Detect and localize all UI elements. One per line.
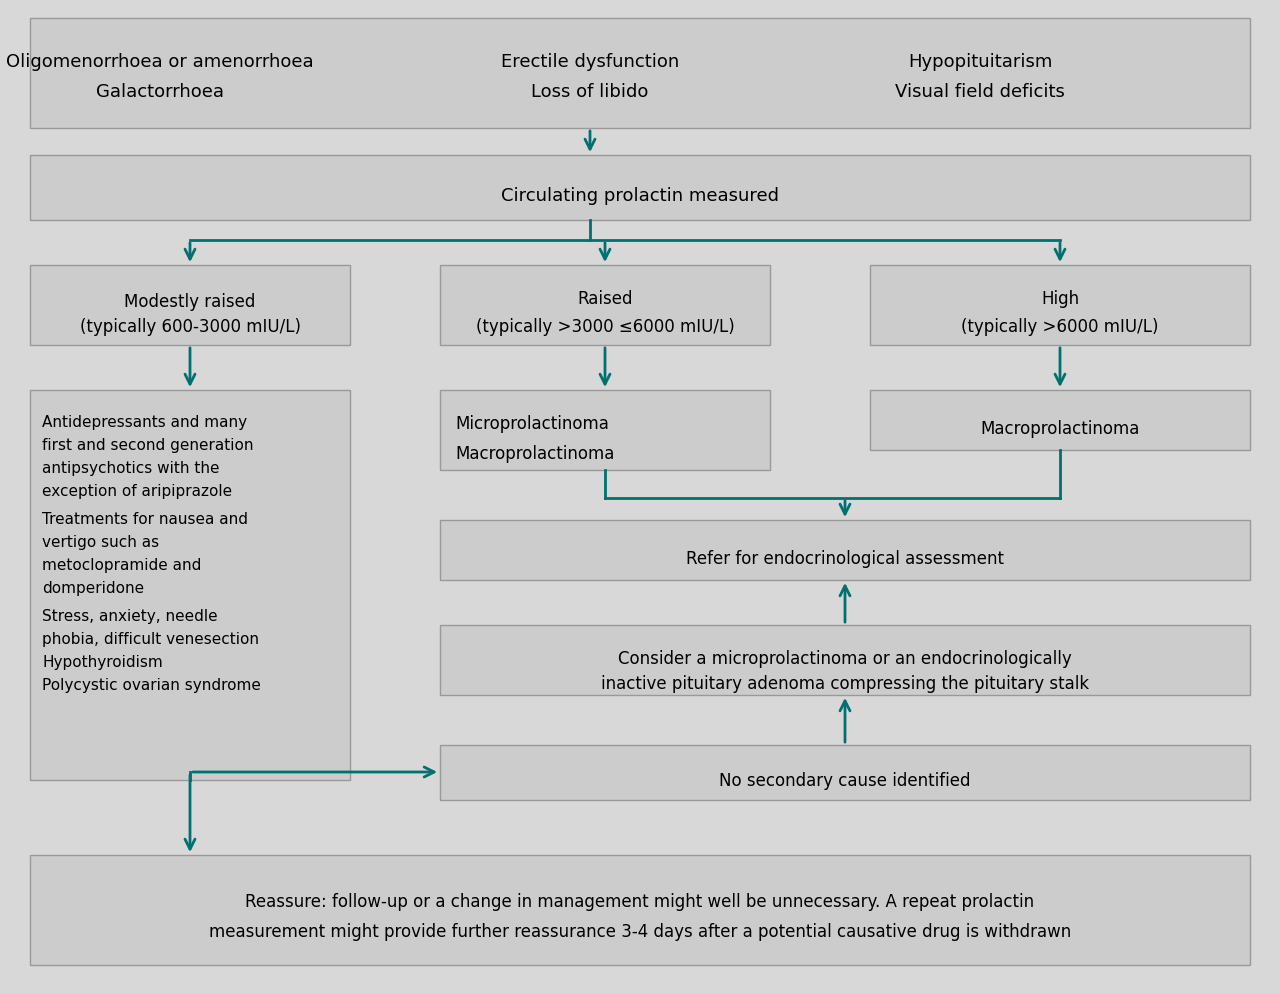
Bar [29, 265, 349, 345]
Text: High: High [1041, 290, 1079, 308]
Text: Antidepressants and many: Antidepressants and many [42, 415, 247, 430]
Bar [29, 18, 1251, 128]
Text: inactive pituitary adenoma compressing the pituitary stalk: inactive pituitary adenoma compressing t… [600, 675, 1089, 693]
Text: metoclopramide and: metoclopramide and [42, 558, 201, 573]
Bar [870, 390, 1251, 450]
Text: Refer for endocrinological assessment: Refer for endocrinological assessment [686, 550, 1004, 568]
Text: Macroprolactinoma: Macroprolactinoma [454, 445, 614, 463]
Text: Microprolactinoma: Microprolactinoma [454, 415, 609, 433]
Text: Polycystic ovarian syndrome: Polycystic ovarian syndrome [42, 678, 261, 693]
Bar [440, 390, 771, 470]
Bar [29, 390, 349, 780]
Text: vertigo such as: vertigo such as [42, 535, 159, 550]
Text: Visual field deficits: Visual field deficits [895, 83, 1065, 101]
Bar [440, 625, 1251, 695]
Text: Raised: Raised [577, 290, 632, 308]
Text: Modestly raised: Modestly raised [124, 293, 256, 311]
Text: Consider a microprolactinoma or an endocrinologically: Consider a microprolactinoma or an endoc… [618, 650, 1071, 668]
Bar [29, 855, 1251, 965]
Text: (typically >3000 ≤6000 mIU/L): (typically >3000 ≤6000 mIU/L) [476, 318, 735, 336]
Bar [870, 265, 1251, 345]
Text: Stress, anxiety, needle: Stress, anxiety, needle [42, 609, 218, 624]
Text: Oligomenorrhoea or amenorrhoea: Oligomenorrhoea or amenorrhoea [6, 53, 314, 71]
Text: (typically >6000 mIU/L): (typically >6000 mIU/L) [961, 318, 1158, 336]
Text: phobia, difficult venesection: phobia, difficult venesection [42, 632, 259, 647]
Text: Macroprolactinoma: Macroprolactinoma [980, 420, 1139, 438]
Text: measurement might provide further reassurance 3-4 days after a potential causati: measurement might provide further reassu… [209, 923, 1071, 941]
Text: first and second generation: first and second generation [42, 438, 253, 453]
Text: No secondary cause identified: No secondary cause identified [719, 772, 970, 790]
Text: Treatments for nausea and: Treatments for nausea and [42, 512, 248, 527]
Bar [440, 745, 1251, 800]
Bar [440, 265, 771, 345]
Text: Loss of libido: Loss of libido [531, 83, 649, 101]
Text: (typically 600-3000 mIU/L): (typically 600-3000 mIU/L) [79, 318, 301, 336]
Bar [440, 520, 1251, 580]
Text: Hypothyroidism: Hypothyroidism [42, 655, 163, 670]
Text: Circulating prolactin measured: Circulating prolactin measured [500, 187, 780, 205]
Text: Erectile dysfunction: Erectile dysfunction [500, 53, 680, 71]
Text: Hypopituitarism: Hypopituitarism [908, 53, 1052, 71]
Text: exception of aripiprazole: exception of aripiprazole [42, 484, 232, 499]
Text: antipsychotics with the: antipsychotics with the [42, 461, 219, 476]
Text: Reassure: follow-up or a change in management might well be unnecessary. A repea: Reassure: follow-up or a change in manag… [246, 893, 1034, 911]
Text: Galactorrhoea: Galactorrhoea [96, 83, 224, 101]
Bar [29, 155, 1251, 220]
Text: domperidone: domperidone [42, 581, 145, 596]
